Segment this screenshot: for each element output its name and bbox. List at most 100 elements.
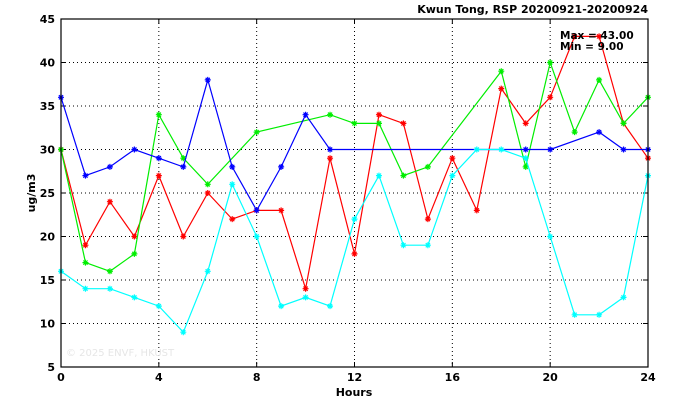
data-point — [106, 285, 113, 292]
data-point — [302, 111, 309, 118]
data-point — [82, 285, 89, 292]
data-point — [155, 155, 162, 162]
data-point — [351, 120, 358, 127]
data-point — [424, 163, 431, 170]
data-point — [204, 76, 211, 83]
series-4 — [58, 146, 651, 336]
data-point — [424, 216, 431, 223]
data-point — [375, 172, 382, 179]
data-point — [180, 329, 187, 336]
data-point — [229, 216, 236, 223]
data-point — [204, 181, 211, 188]
data-point — [596, 33, 603, 40]
data-point — [351, 250, 358, 257]
x-tick-label: 4 — [155, 371, 163, 384]
plot-frame — [60, 18, 649, 368]
data-point — [571, 33, 578, 40]
data-point — [620, 294, 627, 301]
data-point — [424, 242, 431, 249]
data-point — [620, 146, 627, 153]
data-point — [180, 155, 187, 162]
data-point — [106, 268, 113, 275]
data-point — [82, 172, 89, 179]
data-point — [327, 146, 334, 153]
x-tick-label: 24 — [640, 371, 656, 384]
x-tick-label: 20 — [543, 371, 559, 384]
data-point — [106, 198, 113, 205]
data-point — [278, 163, 285, 170]
axis-ticks: 0 4 8 12 16 20 24 5 10 15 20 25 30 35 40 45 — [40, 13, 656, 384]
data-point — [131, 233, 138, 240]
data-point — [229, 163, 236, 170]
data-point — [131, 250, 138, 257]
min-label: Min = 9.00 — [560, 41, 624, 53]
data-point — [155, 172, 162, 179]
y-tick-label: 15 — [40, 274, 55, 287]
data-point — [400, 172, 407, 179]
data-point — [253, 233, 260, 240]
data-point — [596, 311, 603, 318]
series-1 — [58, 33, 651, 292]
data-point — [327, 111, 334, 118]
data-point — [449, 155, 456, 162]
data-point — [351, 216, 358, 223]
data-point — [596, 76, 603, 83]
data-point — [400, 242, 407, 249]
data-point — [596, 129, 603, 136]
data-point — [82, 242, 89, 249]
data-point — [131, 146, 138, 153]
data-point — [131, 294, 138, 301]
data-point — [547, 146, 554, 153]
y-axis-label: ug/m3 — [25, 174, 38, 213]
series-line — [60, 148, 649, 334]
data-point — [522, 120, 529, 127]
data-point — [571, 129, 578, 136]
data-point — [498, 68, 505, 75]
data-point — [522, 155, 529, 162]
data-point — [571, 311, 578, 318]
y-tick-label: 35 — [40, 100, 55, 113]
series-3 — [58, 76, 651, 214]
x-tick-label: 8 — [253, 371, 261, 384]
watermark: © 2025 ENVF, HKUST — [66, 348, 175, 359]
data-point — [522, 163, 529, 170]
x-tick-label: 12 — [347, 371, 362, 384]
y-tick-label: 5 — [47, 361, 55, 374]
max-label: Max = 43.00 — [560, 30, 634, 42]
data-point — [375, 111, 382, 118]
data-point — [327, 303, 334, 310]
data-point — [155, 111, 162, 118]
x-tick-label: 0 — [57, 371, 65, 384]
data-point — [302, 294, 309, 301]
x-axis-label: Hours — [336, 386, 373, 399]
data-point — [375, 120, 382, 127]
y-tick-label: 45 — [40, 13, 55, 26]
data-point — [620, 120, 627, 127]
data-point — [522, 146, 529, 153]
data-point — [253, 207, 260, 214]
data-point — [155, 303, 162, 310]
data-point — [180, 233, 187, 240]
series-group — [58, 33, 651, 336]
data-point — [473, 207, 480, 214]
chart-title: Kwun Tong, RSP 20200921-20200924 — [417, 3, 648, 16]
series-line — [60, 60, 649, 272]
data-point — [82, 259, 89, 266]
x-tick-label: 16 — [445, 371, 461, 384]
y-tick-label: 25 — [40, 187, 55, 200]
series-line — [60, 35, 649, 289]
data-point — [449, 172, 456, 179]
data-point — [204, 268, 211, 275]
y-tick-label: 10 — [40, 318, 56, 331]
data-point — [302, 285, 309, 292]
data-point — [547, 233, 554, 240]
data-point — [180, 163, 187, 170]
data-point — [106, 163, 113, 170]
data-point — [498, 85, 505, 92]
data-point — [278, 303, 285, 310]
y-tick-label: 20 — [40, 231, 56, 244]
data-point — [327, 155, 334, 162]
data-point — [498, 146, 505, 153]
y-tick-label: 40 — [40, 57, 56, 70]
grid — [61, 19, 648, 367]
